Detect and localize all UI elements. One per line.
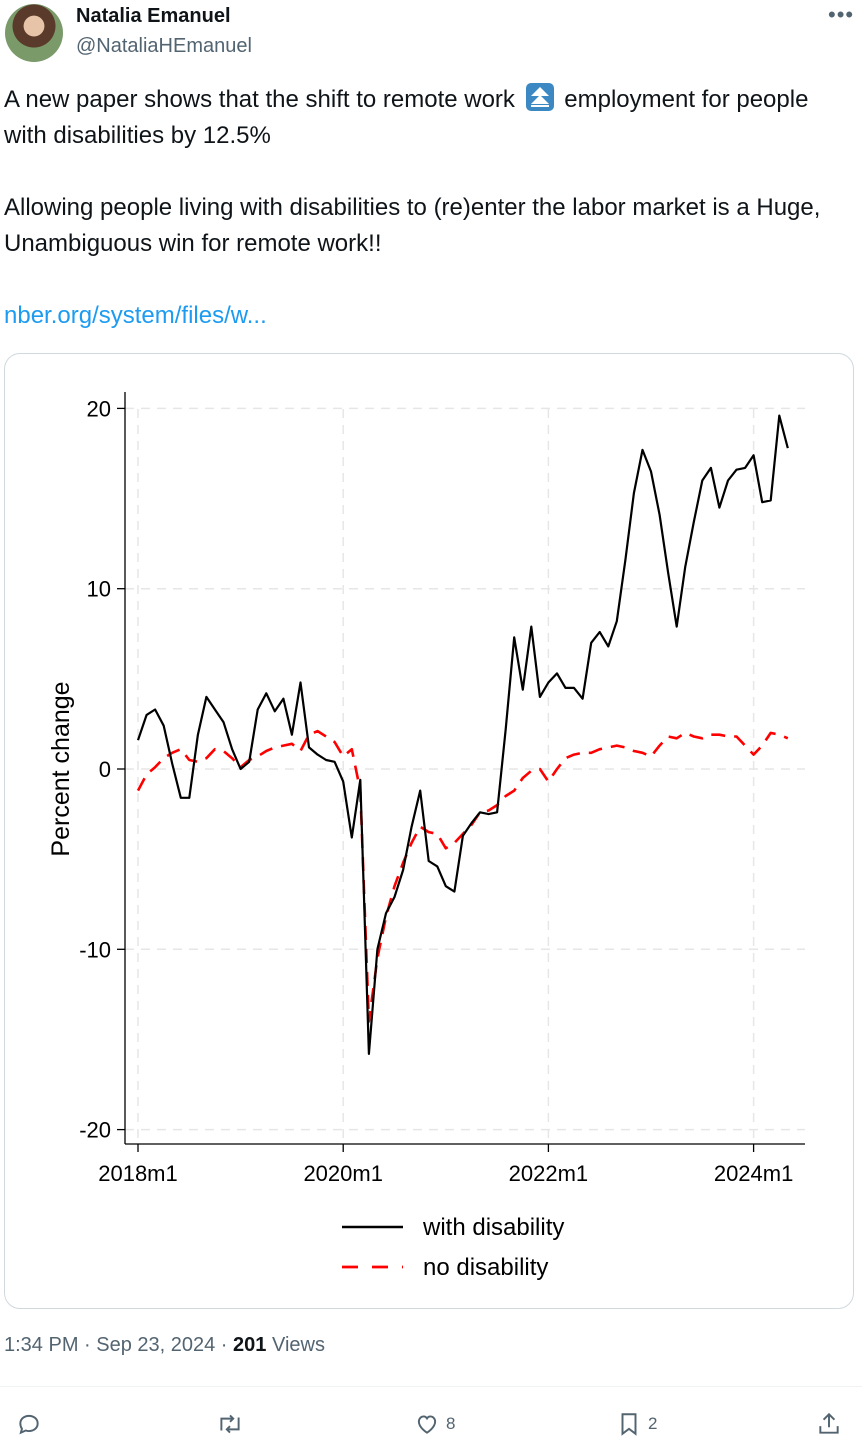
tweet-paragraph-2: Allowing people living with disabilities… [4,194,821,257]
share-button[interactable] [816,1404,842,1444]
x-tick-label: 2018m1 [98,1161,178,1186]
legend-label: with disability [422,1214,564,1241]
x-tick-label: 2022m1 [509,1161,589,1186]
retweet-button[interactable] [216,1404,250,1444]
up-arrow-emoji-icon [525,83,554,111]
timestamp[interactable]: 1:34 PM · Sep 23, 2024 · [4,1334,234,1356]
share-icon [819,1412,839,1434]
views-label: Views [266,1334,325,1356]
action-bar: 8 2 [0,1400,862,1450]
heart-icon [417,1415,437,1434]
bookmark-button[interactable]: 2 [616,1404,657,1444]
tweet-meta: 1:34 PM · Sep 23, 2024 · 201 Views [4,1334,325,1357]
bookmark-icon [621,1413,637,1436]
tweet-text-part-2: employment for people with disabilities … [4,86,809,149]
chart-card[interactable]: 20 10 0 -10 -20 2018m1 2020m1 2022m1 2024m1 Perce… [4,353,854,1309]
x-tick-label: 2024m1 [714,1161,794,1186]
views-count: 201 [233,1334,267,1356]
series-line-no-disability [136,729,789,1023]
author-display-name[interactable]: Natalia Emanuel [76,5,231,27]
like-button[interactable]: 8 [414,1404,455,1444]
more-options-icon[interactable]: ••• [828,2,855,27]
tweet-header: Natalia Emanuel @NataliaHEmanuel ••• [0,0,862,70]
y-axis-label: Percent change [47,681,75,856]
line-chart: 20 10 0 -10 -20 2018m1 2020m1 2022m1 2024m1 Perce… [47,392,805,1281]
reply-button[interactable] [16,1404,48,1444]
author-handle[interactable]: @NataliaHEmanuel [76,35,252,57]
bookmark-count: 2 [648,1414,658,1433]
y-tick-label: 0 [99,757,111,782]
series-line-with-disability [136,414,789,1056]
retweet-icon [220,1414,240,1434]
reply-icon [19,1414,39,1435]
avatar[interactable] [5,4,63,62]
y-tick-label: 10 [87,577,111,602]
tweet-link[interactable]: nber.org/system/files/w... [4,302,267,329]
legend-label: no disability [423,1254,548,1281]
x-tick-label: 2020m1 [303,1161,383,1186]
divider [0,1386,862,1387]
y-tick-label: 20 [87,396,111,421]
like-count: 8 [446,1414,456,1433]
tweet-paragraph-1: A new paper shows that the shift to remo… [4,82,854,154]
y-tick-label: -10 [79,937,111,962]
tweet-body: A new paper shows that the shift to remo… [4,82,854,334]
y-tick-label: -20 [79,1118,111,1143]
tweet-text-part-1: A new paper shows that the shift to remo… [4,86,515,113]
